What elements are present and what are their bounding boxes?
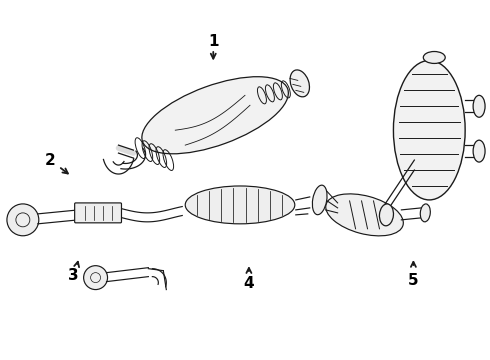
Ellipse shape xyxy=(290,70,310,97)
Circle shape xyxy=(7,204,39,236)
Ellipse shape xyxy=(423,51,445,63)
Text: 1: 1 xyxy=(208,35,219,49)
Ellipse shape xyxy=(185,186,295,224)
Ellipse shape xyxy=(326,194,403,236)
Ellipse shape xyxy=(420,204,430,222)
Text: 2: 2 xyxy=(45,153,55,168)
Circle shape xyxy=(84,266,107,289)
Ellipse shape xyxy=(473,140,485,162)
Ellipse shape xyxy=(379,204,393,226)
Ellipse shape xyxy=(393,60,465,200)
Ellipse shape xyxy=(312,185,327,215)
Text: 3: 3 xyxy=(68,267,78,283)
Text: 5: 5 xyxy=(408,273,419,288)
Text: 4: 4 xyxy=(244,276,254,292)
Ellipse shape xyxy=(142,77,289,154)
FancyBboxPatch shape xyxy=(74,203,122,223)
Ellipse shape xyxy=(473,95,485,117)
